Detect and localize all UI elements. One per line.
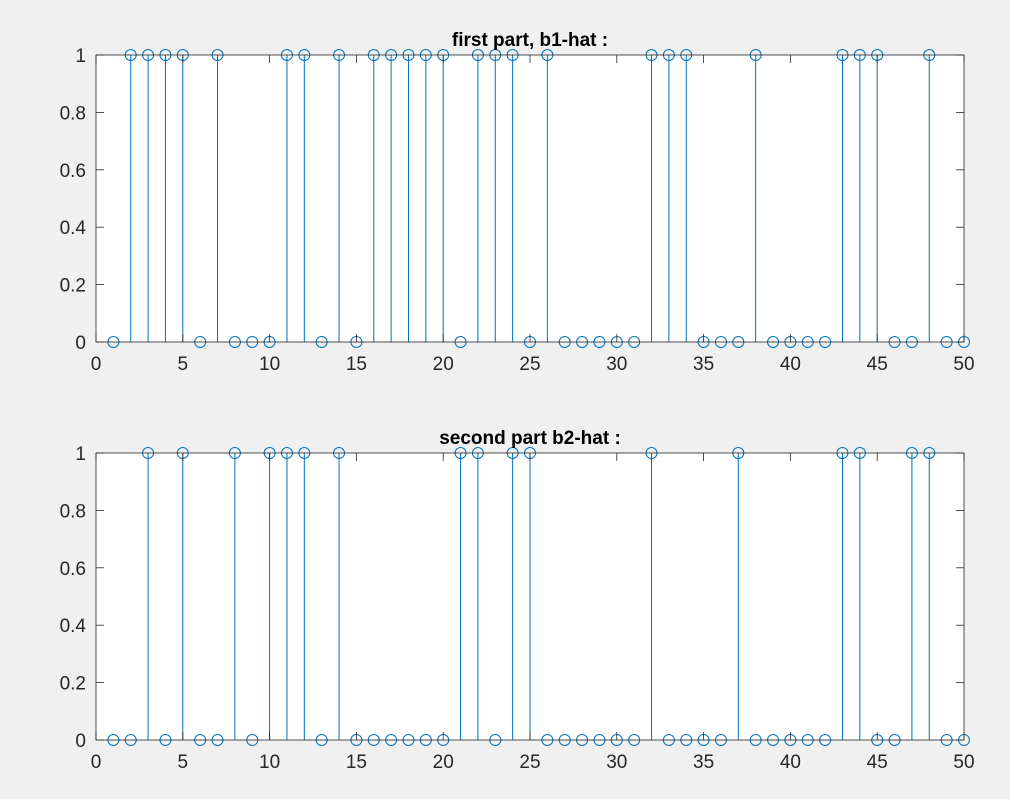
bottom-ytick-label-0.8: 0.8 bbox=[60, 501, 86, 522]
top-ytick-label-0.8: 0.8 bbox=[60, 103, 86, 124]
top-axes: 0 5 10 15 20 25 30 35 40 45 50 0 0.2 0.4 0.6 0.8 1 first … bbox=[60, 30, 975, 375]
bottom-axes: 0 5 10 15 20 25 30 35 40 45 50 0 0.2 0.4 0.6 0.8 1 second… bbox=[60, 428, 975, 773]
top-xtick-label-50: 50 bbox=[953, 354, 974, 375]
bottom-chart-title: second part b2-hat : bbox=[439, 428, 621, 449]
bottom-ytick-label-0.2: 0.2 bbox=[60, 674, 86, 695]
top-xtick-label-10: 10 bbox=[259, 354, 280, 375]
top-ytick-label-0.2: 0.2 bbox=[60, 276, 86, 297]
bottom-xtick-label-10: 10 bbox=[259, 752, 280, 773]
top-xtick-label-45: 45 bbox=[867, 354, 888, 375]
bottom-ytick-label-0.4: 0.4 bbox=[60, 616, 87, 637]
bottom-ytick-label-0.6: 0.6 bbox=[60, 559, 86, 580]
bottom-xtick-label-35: 35 bbox=[693, 752, 714, 773]
bottom-xtick-label-15: 15 bbox=[346, 752, 367, 773]
top-ytick-label-1: 1 bbox=[75, 46, 86, 67]
top-xtick-label-0: 0 bbox=[91, 354, 102, 375]
bottom-ytick-label-0: 0 bbox=[75, 731, 86, 752]
top-xtick-label-25: 25 bbox=[519, 354, 540, 375]
top-xtick-label-40: 40 bbox=[780, 354, 801, 375]
bottom-xtick-label-5: 5 bbox=[178, 752, 189, 773]
bottom-ytick-label-1: 1 bbox=[75, 444, 86, 465]
bottom-xtick-label-20: 20 bbox=[433, 752, 454, 773]
top-xtick-label-35: 35 bbox=[693, 354, 714, 375]
top-chart-title: first part, b1-hat : bbox=[452, 30, 608, 51]
top-xtick-label-30: 30 bbox=[606, 354, 627, 375]
top-xtick-label-5: 5 bbox=[178, 354, 189, 375]
top-xtick-label-15: 15 bbox=[346, 354, 367, 375]
top-ytick-label-0.6: 0.6 bbox=[60, 161, 86, 182]
bottom-xtick-label-30: 30 bbox=[606, 752, 627, 773]
bottom-xtick-label-25: 25 bbox=[519, 752, 540, 773]
bottom-xtick-label-45: 45 bbox=[867, 752, 888, 773]
top-ytick-label-0: 0 bbox=[75, 333, 86, 354]
top-plot-area bbox=[96, 55, 964, 342]
top-xtick-label-20: 20 bbox=[433, 354, 454, 375]
bottom-xtick-label-40: 40 bbox=[780, 752, 801, 773]
bottom-xtick-label-50: 50 bbox=[953, 752, 974, 773]
bottom-xtick-label-0: 0 bbox=[91, 752, 102, 773]
top-ytick-label-0.4: 0.4 bbox=[60, 218, 87, 239]
